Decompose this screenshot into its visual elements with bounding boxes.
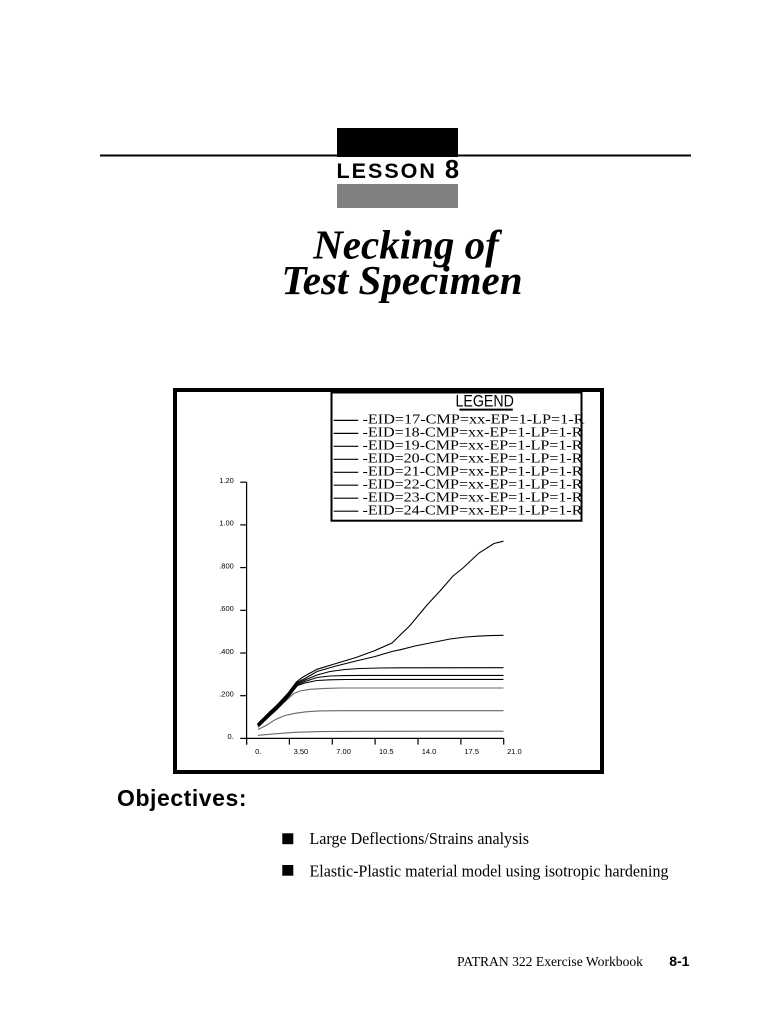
svg-text:Test Specimen: Test Specimen	[281, 257, 522, 303]
svg-text:-EID=18-CMP=xx-EP=1-LP=1-R: -EID=18-CMP=xx-EP=1-LP=1-R	[363, 426, 584, 441]
svg-text:0.: 0.	[228, 732, 234, 741]
svg-text:Objectives:: Objectives:	[117, 785, 247, 811]
svg-text:-EID=17-CMP=xx-EP=1-LP=1-R: -EID=17-CMP=xx-EP=1-LP=1-R	[363, 413, 586, 428]
svg-text:-EID=24-CMP=xx-EP=1-LP=1-R: -EID=24-CMP=xx-EP=1-LP=1-R	[363, 504, 584, 519]
svg-text:3.50: 3.50	[294, 747, 309, 756]
svg-text:0.: 0.	[255, 747, 261, 756]
svg-text:-EID=23-CMP=xx-EP=1-LP=1-R: -EID=23-CMP=xx-EP=1-LP=1-R	[363, 491, 584, 506]
svg-text:1.00: 1.00	[219, 519, 234, 528]
svg-text:-EID=20-CMP=xx-EP=1-LP=1-R: -EID=20-CMP=xx-EP=1-LP=1-R	[363, 452, 584, 467]
svg-text:Necking of: Necking of	[312, 221, 503, 267]
svg-text:-EID=22-CMP=xx-EP=1-LP=1-R: -EID=22-CMP=xx-EP=1-LP=1-R	[363, 478, 584, 493]
svg-text:LESSON 8: LESSON 8	[337, 156, 462, 184]
svg-text:1.20: 1.20	[219, 476, 234, 485]
svg-text:.400: .400	[219, 647, 234, 656]
svg-text:17.5: 17.5	[464, 747, 479, 756]
svg-text:Large Deflections/Strains anal: Large Deflections/Strains analysis	[310, 829, 530, 848]
svg-text:14.0: 14.0	[422, 747, 437, 756]
svg-text:.800: .800	[219, 561, 234, 570]
svg-text:Elastic-Plastic material model: Elastic-Plastic material model using iso…	[310, 861, 669, 880]
svg-text:.600: .600	[219, 604, 234, 613]
svg-text:7.00: 7.00	[336, 747, 351, 756]
svg-text:8-1: 8-1	[669, 953, 689, 969]
svg-text:-EID=21-CMP=xx-EP=1-LP=1-R: -EID=21-CMP=xx-EP=1-LP=1-R	[363, 465, 584, 480]
svg-text:21.0: 21.0	[507, 747, 522, 756]
svg-text:10.5: 10.5	[379, 747, 394, 756]
svg-text:-EID=19-CMP=xx-EP=1-LP=1-R: -EID=19-CMP=xx-EP=1-LP=1-R	[363, 439, 584, 454]
svg-text:PATRAN 322 Exercise Workbook: PATRAN 322 Exercise Workbook	[457, 955, 643, 970]
svg-text:LEGEND: LEGEND	[456, 391, 514, 410]
svg-text:.200: .200	[219, 690, 234, 699]
